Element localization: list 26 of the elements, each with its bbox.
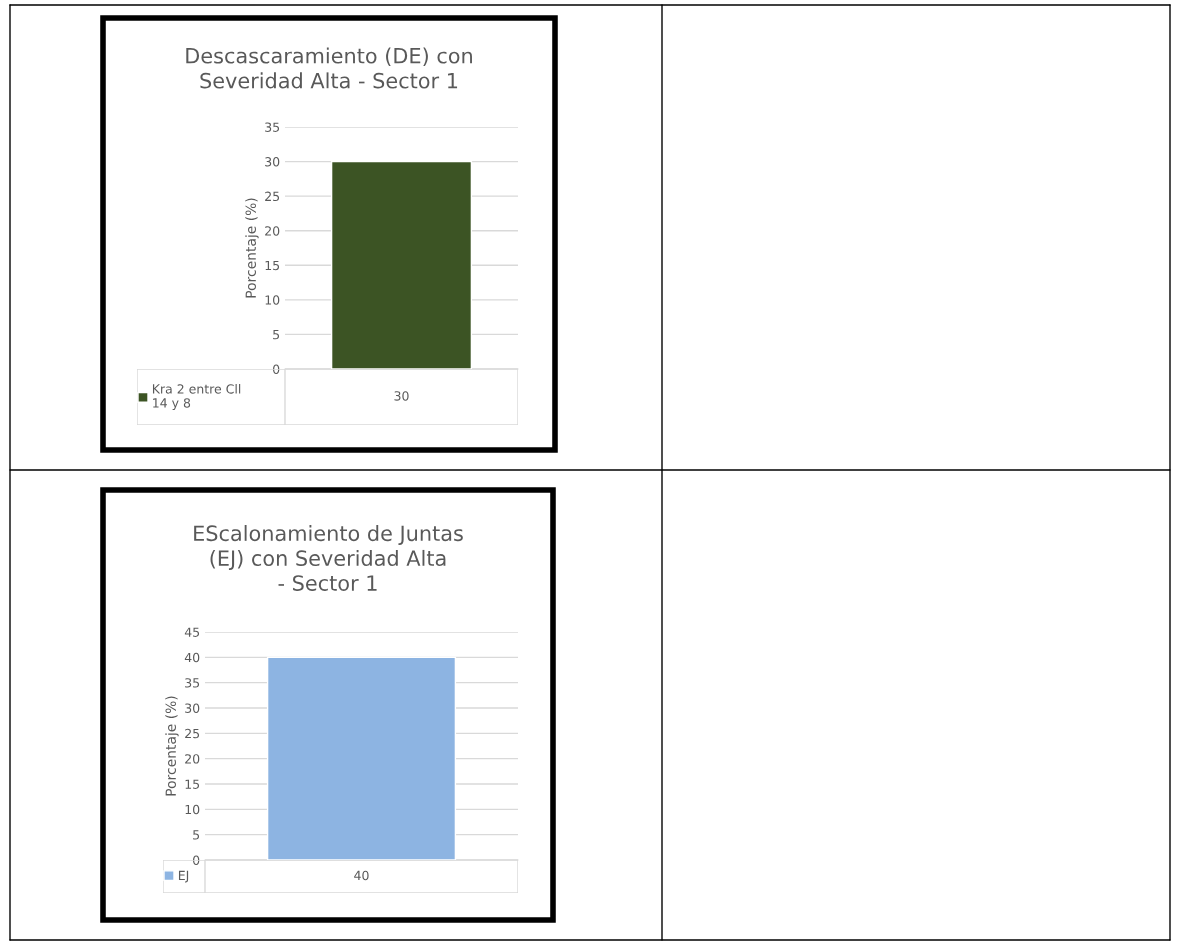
y-tick-label: 15 xyxy=(185,779,200,789)
y-tick-label: 25 xyxy=(265,191,280,202)
y-tick-label: 0 xyxy=(193,855,200,865)
y-axis-title: Porcentaje (%) xyxy=(165,696,179,796)
chart-title: Descascaramiento (DE) con Severidad Alta - Sector 1 xyxy=(186,47,472,89)
y-tick-label: 30 xyxy=(265,157,280,167)
y-tick-label: 30 xyxy=(185,703,200,713)
y-tick-label: 35 xyxy=(265,122,280,132)
y-tick-label: 40 xyxy=(184,652,200,663)
y-tick-label: 20 xyxy=(265,226,280,236)
legend-label: Kra 2 entre Cll 14 y 8 xyxy=(152,383,241,411)
y-tick-label: 10 xyxy=(185,804,200,815)
y-tick-label: 0 xyxy=(273,364,280,374)
y-tick-label: 5 xyxy=(273,330,280,340)
y-tick-label: 45 xyxy=(184,627,200,637)
y-tick-label: 5 xyxy=(193,830,200,840)
chart-title: EScalonamiento de Juntas (EJ) con Severidad Alta - Sector 1 xyxy=(194,525,463,591)
data-label: 40 xyxy=(354,870,369,881)
y-tick-label: 35 xyxy=(185,678,200,688)
data-label: 30 xyxy=(394,391,409,401)
y-tick-label: 10 xyxy=(265,295,280,305)
legend-label: EJ xyxy=(178,870,189,883)
y-tick-label: 15 xyxy=(265,260,280,271)
y-tick-label: 25 xyxy=(185,728,200,739)
y-tick-label: 20 xyxy=(185,754,200,764)
y-axis-title: Porcentaje (%) xyxy=(245,198,259,298)
